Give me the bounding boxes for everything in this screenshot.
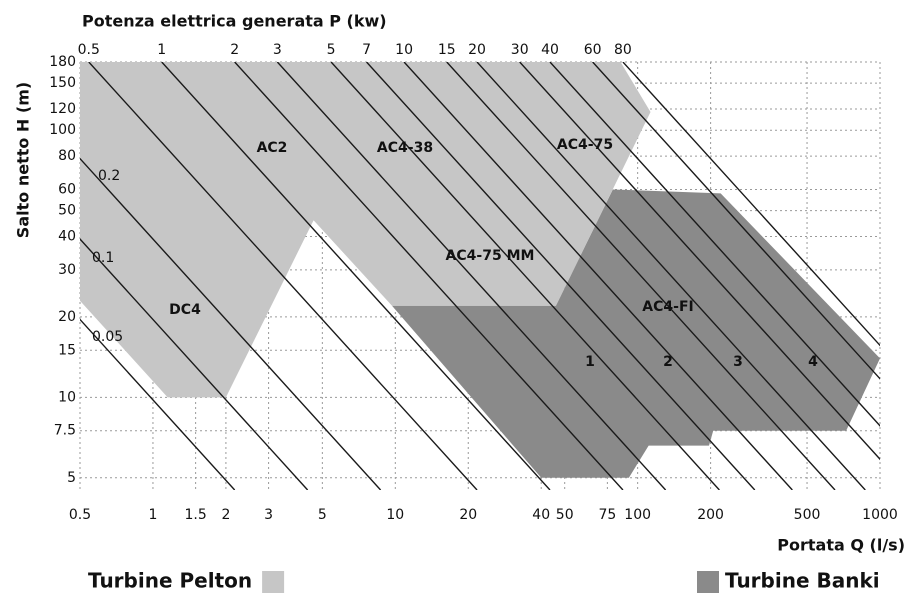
x-tick-label: 50 [556,507,574,523]
top-tick-label: 20 [468,42,486,58]
power-line-label: 0.1 [92,250,114,266]
region-label: 3 [733,354,743,370]
x-tick-label: 20 [459,507,477,523]
x-tick-label: 500 [794,507,821,523]
x-tick-label: 2 [221,507,230,523]
y-tick-label: 80 [58,148,76,164]
y-tick-label: 120 [49,101,76,117]
power-line [88,62,478,490]
region-label: 4 [808,354,818,370]
y-axis-title: Salto netto H (m) [14,82,33,238]
region [80,62,651,398]
x-tick-label: 1 [148,507,157,523]
y-tick-label: 5 [67,470,76,486]
power-line [234,62,624,490]
top-tick-label: 5 [327,42,336,58]
low-power-line [80,238,309,490]
y-tick-label: 30 [58,262,76,278]
y-tick-label: 180 [49,54,76,70]
region-label: AC4-75 MM [446,248,535,264]
y-tick-label: 10 [58,389,76,405]
top-tick-label: 7 [362,42,371,58]
power-line-label: 0.05 [92,329,123,345]
power-line [549,62,880,427]
x-tick-label: 1000 [862,507,898,523]
power-line [476,62,866,490]
y-tick-label: 7.5 [54,423,76,439]
power-line [366,62,756,490]
top-tick-label: 40 [541,42,559,58]
top-tick-label: 1 [157,42,166,58]
power-line [622,62,880,347]
region-label: 1 [585,354,595,370]
top-tick-label: 3 [273,42,282,58]
top-tick-label: 15 [438,42,456,58]
x-tick-label: 1.5 [184,507,206,523]
x-tick-label: 40 [532,507,550,523]
top-tick-label: 80 [614,42,632,58]
region-label: DC4 [169,302,201,318]
power-lines [80,62,880,490]
top-tick-label: 10 [395,42,413,58]
y-tick-label: 100 [49,122,76,138]
x-axis-title: Portata Q (l/s) [777,536,905,555]
region-label: AC4-FI [642,299,693,315]
y-tick-label: 40 [58,229,76,245]
power-line [446,62,836,490]
x-tick-label: 200 [697,507,724,523]
power-line [592,62,880,380]
top-tick-label: 2 [230,42,239,58]
x-tick-label: 0.5 [69,507,91,523]
low-power-line [80,157,382,490]
power-line [403,62,793,490]
y-tick-label: 50 [58,203,76,219]
power-line [161,62,551,490]
top-axis-title: Potenza elettrica generata P (kw) [82,12,387,31]
x-tick-label: 10 [386,507,404,523]
y-tick-label: 150 [49,75,76,91]
low-power-line [80,318,236,490]
power-line [276,62,667,490]
x-tick-label: 75 [598,507,616,523]
region-label: AC2 [257,140,288,156]
x-tick-label: 5 [318,507,327,523]
legend-swatch [262,571,285,593]
y-tick-label: 15 [58,342,76,358]
x-tick-label: 3 [264,507,273,523]
top-tick-label: 0.5 [78,42,100,58]
legend-label: Turbine Banki [725,569,880,593]
top-tick-label: 30 [511,42,529,58]
top-tick-label: 60 [584,42,602,58]
legend-swatch [697,571,719,593]
x-tick-label: 100 [624,507,651,523]
y-tick-label: 60 [58,181,76,197]
regions [80,62,880,478]
region-label: AC4-75 [557,137,613,153]
power-line-label: 0.2 [98,168,120,184]
region-label: 2 [663,354,673,370]
power-line [519,62,880,461]
y-tick-label: 20 [58,309,76,325]
legend-label: Turbine Pelton [88,569,252,593]
region-label: AC4-38 [377,140,433,156]
power-line [330,62,720,490]
